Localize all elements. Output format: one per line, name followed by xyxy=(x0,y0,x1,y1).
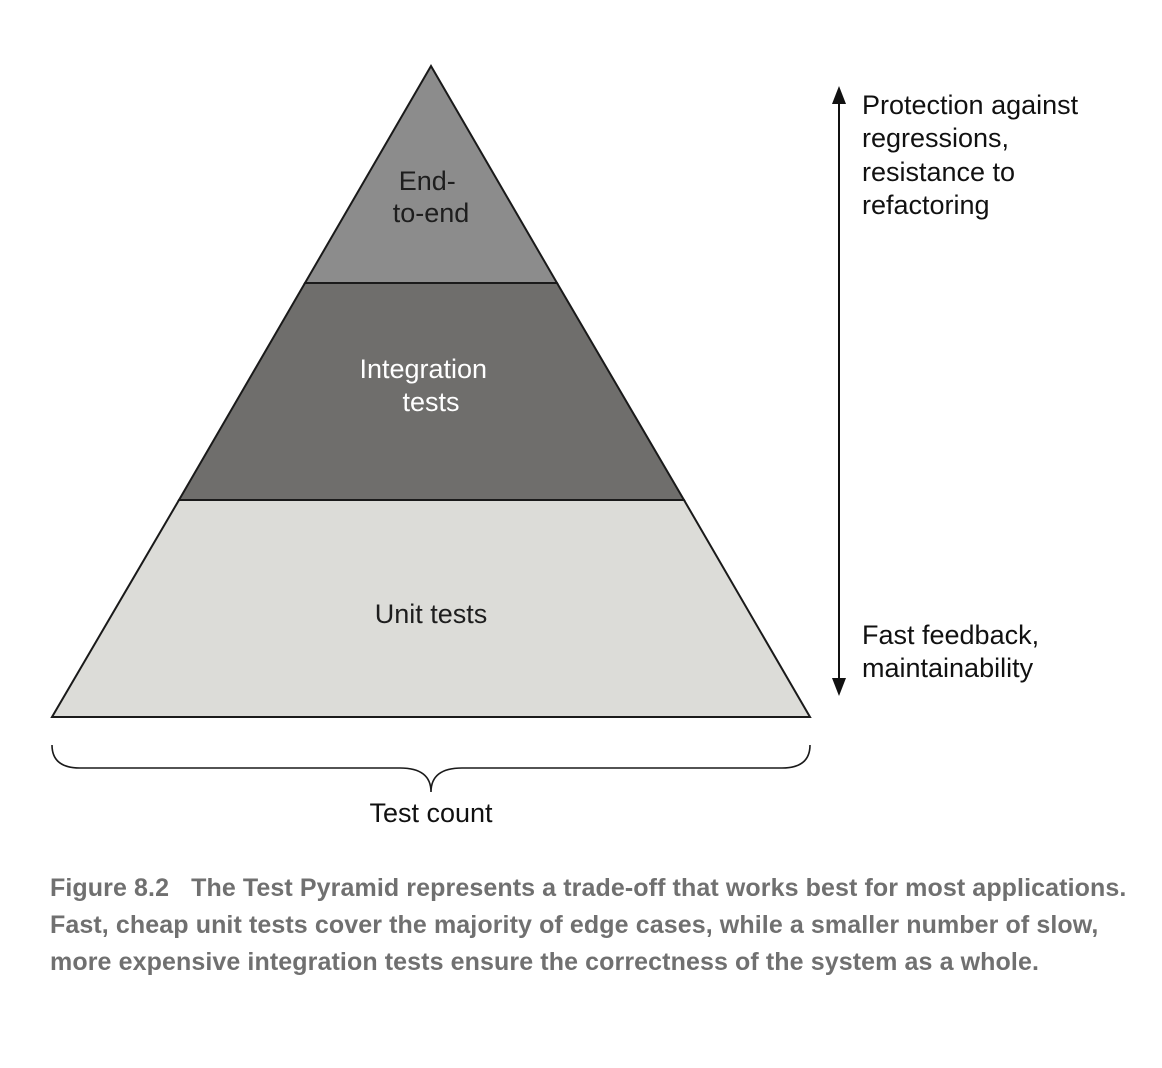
curly-brace-icon xyxy=(51,744,811,793)
axis-top-label-line-3: resistance to xyxy=(862,157,1015,187)
test-pyramid-diagram: End- to-end Integration tests Unit tests… xyxy=(50,64,1086,828)
bottom-layer-label: Unit tests xyxy=(375,599,488,629)
axis-top-label-line-4: refactoring xyxy=(862,190,990,220)
axis-bottom-label-line-1: Fast feedback, xyxy=(862,620,1039,650)
test-count-label: Test count xyxy=(369,798,493,828)
axis-bottom-label: Fast feedback, maintainability xyxy=(862,620,1047,683)
figure-number: Figure 8.2 xyxy=(50,874,170,902)
top-layer-label: End- to-end xyxy=(393,166,470,228)
axis-top-label-line-2: regressions, xyxy=(862,123,1009,153)
figure-caption: Figure 8.2 The Test Pyramid represents a … xyxy=(50,870,1130,981)
axis-top-label-line-1: Protection against xyxy=(862,90,1079,120)
axis-bottom-label-line-2: maintainability xyxy=(862,653,1034,683)
bottom-layer-label-line-1: Unit tests xyxy=(375,599,488,629)
arrow-down-icon xyxy=(832,678,846,696)
axis-top-label: Protection against regressions, resistan… xyxy=(862,90,1086,220)
middle-layer-label-line-1: Integration xyxy=(359,354,487,384)
middle-layer-label: Integration tests xyxy=(359,354,494,417)
middle-layer-label-line-2: tests xyxy=(402,387,459,417)
top-layer-label-line-1: End- xyxy=(399,166,456,196)
top-layer-label-line-2: to-end xyxy=(393,198,470,228)
arrow-up-icon xyxy=(832,86,846,104)
figure-caption-text: The Test Pyramid represents a trade-off … xyxy=(50,874,1127,976)
pyramid-bottom-layer xyxy=(50,499,812,718)
